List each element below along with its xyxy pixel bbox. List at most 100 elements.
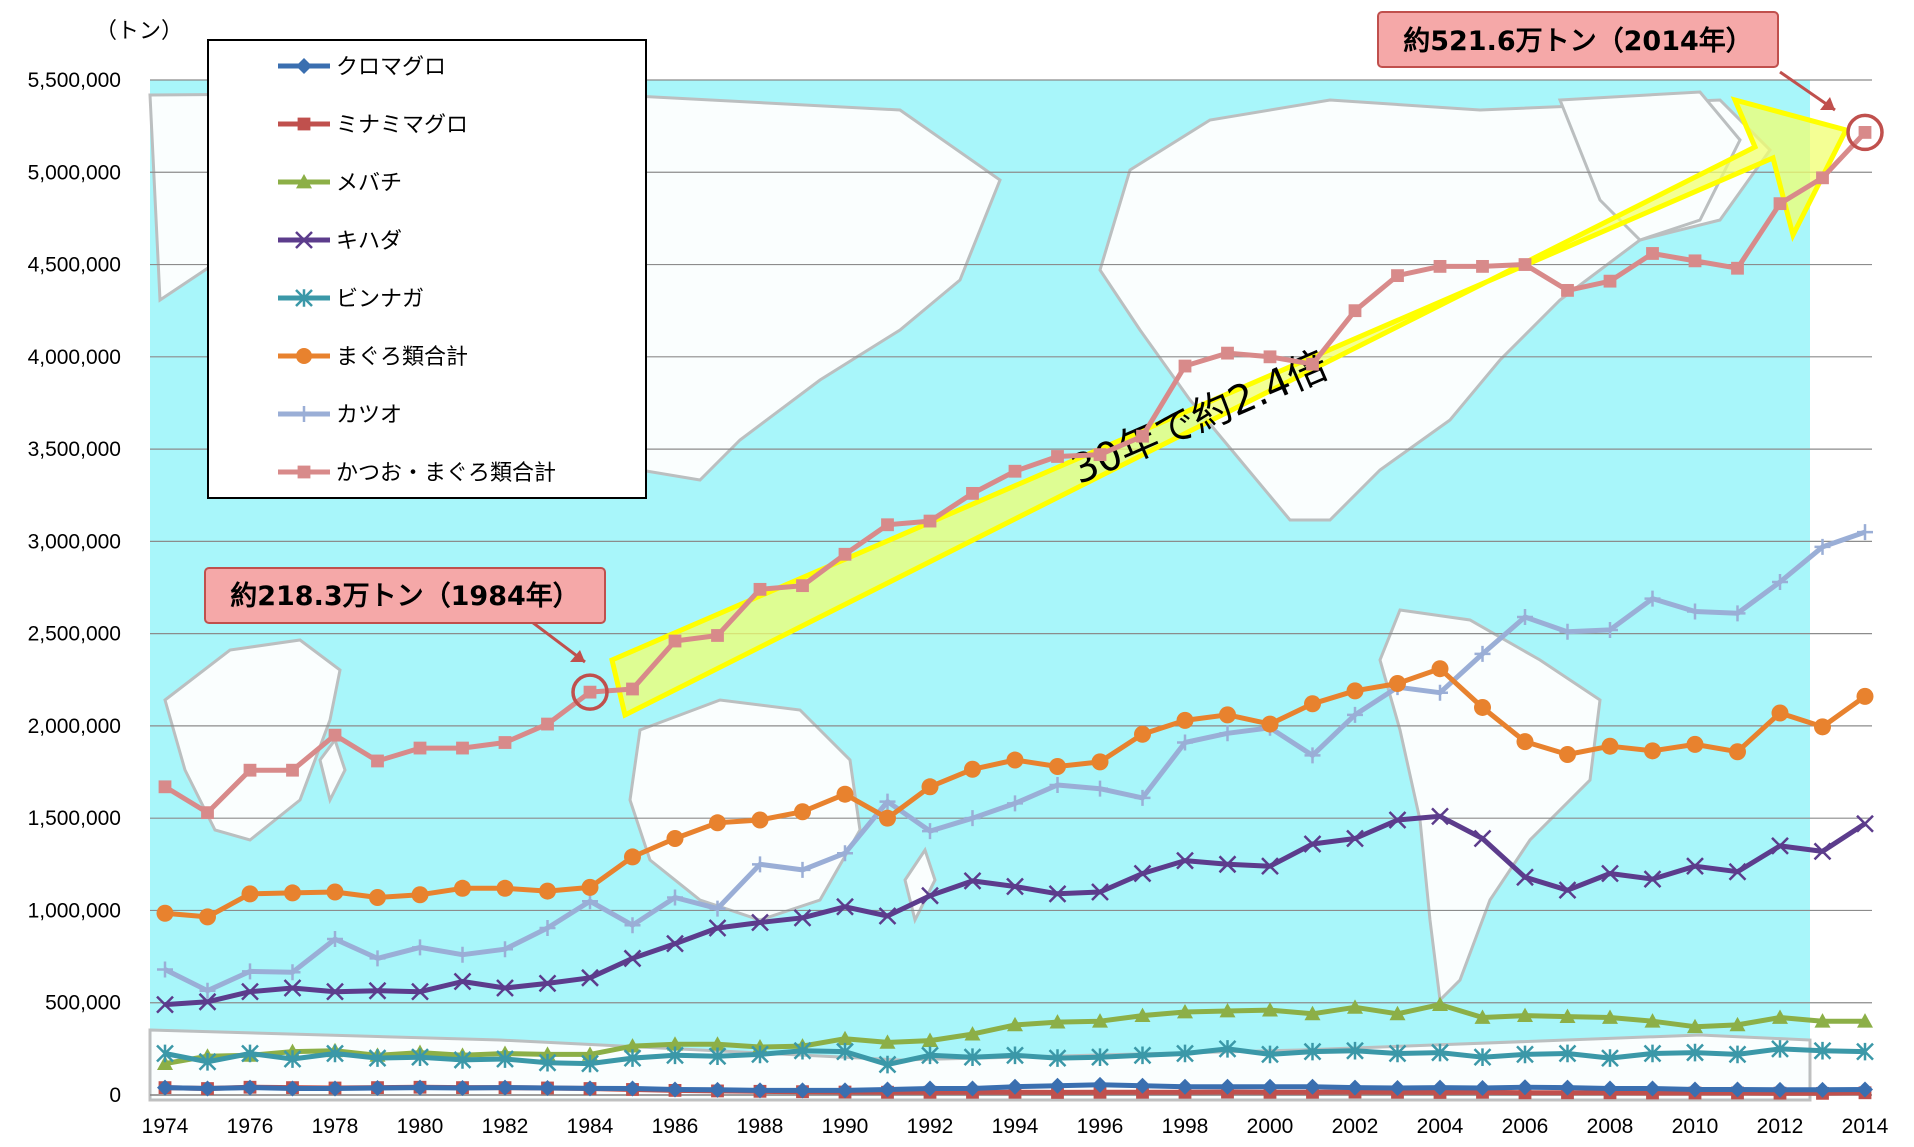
data-point bbox=[1813, 842, 1832, 861]
data-point bbox=[964, 760, 981, 778]
data-point bbox=[1007, 1016, 1023, 1032]
data-point bbox=[326, 982, 344, 1001]
data-point bbox=[1391, 269, 1404, 283]
data-point bbox=[368, 981, 387, 1000]
data-point bbox=[496, 979, 514, 997]
data-point bbox=[668, 634, 682, 648]
data-point bbox=[1687, 1081, 1703, 1098]
data-point bbox=[1644, 1013, 1661, 1028]
data-point bbox=[837, 1030, 853, 1046]
y-tick-label: 4,000,000 bbox=[28, 346, 121, 369]
legend-label: かつお・まぐろ類合計 bbox=[336, 461, 556, 486]
data-point bbox=[1134, 1077, 1151, 1094]
data-point bbox=[1771, 704, 1789, 722]
data-point bbox=[1133, 864, 1152, 883]
highlight-circle-1984 bbox=[571, 673, 609, 711]
data-point bbox=[582, 1080, 598, 1097]
x-tick-label: 1978 bbox=[312, 1115, 359, 1138]
legend-label: ビンナガ bbox=[336, 287, 424, 312]
data-point bbox=[1008, 464, 1022, 478]
data-point bbox=[1646, 247, 1659, 260]
data-point bbox=[1687, 1018, 1703, 1034]
data-point bbox=[963, 872, 982, 890]
data-point bbox=[1006, 751, 1024, 769]
data-point bbox=[1771, 1039, 1789, 1058]
data-point bbox=[1346, 682, 1364, 700]
legend-marker bbox=[295, 231, 313, 249]
data-point bbox=[966, 486, 979, 500]
data-point bbox=[623, 949, 642, 968]
data-point bbox=[1601, 1049, 1619, 1067]
data-point bbox=[1261, 715, 1279, 733]
data-point bbox=[1729, 1081, 1746, 1098]
data-point bbox=[1772, 1081, 1788, 1098]
data-point bbox=[283, 1050, 302, 1068]
data-point bbox=[1558, 1044, 1577, 1063]
data-point bbox=[538, 974, 557, 993]
data-point bbox=[199, 908, 216, 926]
data-point bbox=[836, 785, 854, 803]
data-point bbox=[1857, 524, 1873, 541]
data-point bbox=[752, 856, 768, 873]
legend-marker bbox=[297, 117, 311, 131]
series-4 bbox=[156, 1039, 1874, 1074]
y-tick-label: 3,500,000 bbox=[28, 438, 121, 461]
data-point bbox=[1347, 706, 1363, 723]
x-tick-label: 2010 bbox=[1672, 1115, 1719, 1138]
data-point bbox=[667, 1036, 683, 1051]
data-point bbox=[1176, 1044, 1194, 1063]
x-tick-label: 2014 bbox=[1842, 1115, 1889, 1138]
data-point bbox=[1007, 795, 1023, 812]
legend-item: キハダ bbox=[278, 229, 402, 254]
x-tick-label: 2002 bbox=[1332, 1115, 1379, 1138]
x-tick-label: 1984 bbox=[567, 1115, 614, 1138]
data-point bbox=[921, 1046, 939, 1065]
data-point bbox=[156, 1044, 174, 1063]
data-point bbox=[1006, 1046, 1024, 1065]
data-point bbox=[1516, 733, 1534, 751]
series-layer bbox=[156, 126, 1874, 1100]
data-point bbox=[752, 1082, 768, 1099]
data-point bbox=[1306, 357, 1319, 371]
callout-1984-text: 約218.3万トン（1984年） bbox=[230, 580, 580, 612]
legend-marker bbox=[296, 406, 312, 422]
data-point bbox=[1516, 1045, 1534, 1064]
data-point bbox=[1048, 1049, 1067, 1067]
data-point bbox=[1686, 735, 1704, 753]
data-point bbox=[1262, 1078, 1278, 1095]
data-point bbox=[412, 939, 428, 956]
data-point bbox=[1432, 1079, 1448, 1096]
data-point bbox=[1304, 747, 1321, 764]
data-point bbox=[624, 848, 641, 866]
data-point bbox=[1177, 734, 1193, 751]
data-point bbox=[538, 1053, 557, 1072]
data-point bbox=[1218, 855, 1237, 874]
data-point bbox=[1389, 1079, 1406, 1096]
series-5 bbox=[156, 660, 1874, 926]
data-point bbox=[582, 893, 598, 910]
x-tick-label: 2008 bbox=[1587, 1115, 1634, 1138]
data-point bbox=[1686, 1043, 1704, 1062]
data-point bbox=[1643, 1044, 1662, 1063]
data-point bbox=[711, 629, 724, 642]
data-point bbox=[964, 1080, 981, 1097]
data-point bbox=[1473, 1048, 1492, 1067]
data-point bbox=[1474, 1009, 1491, 1024]
data-point bbox=[921, 886, 939, 905]
growth-arrow-shape bbox=[609, 96, 1850, 719]
data-point bbox=[1814, 718, 1831, 736]
callout-2014: 約521.6万トン（2014年） bbox=[1377, 11, 1779, 68]
data-point bbox=[581, 1054, 599, 1073]
data-point bbox=[1049, 1014, 1066, 1029]
data-point bbox=[1006, 877, 1024, 896]
data-point bbox=[1093, 448, 1107, 462]
data-point bbox=[922, 1032, 938, 1047]
x-tick-label: 2000 bbox=[1247, 1115, 1294, 1138]
data-point bbox=[793, 908, 812, 927]
data-point bbox=[1856, 687, 1874, 705]
data-point bbox=[1136, 429, 1149, 443]
data-point bbox=[327, 1080, 343, 1097]
data-point bbox=[496, 879, 514, 897]
data-point bbox=[626, 682, 639, 696]
